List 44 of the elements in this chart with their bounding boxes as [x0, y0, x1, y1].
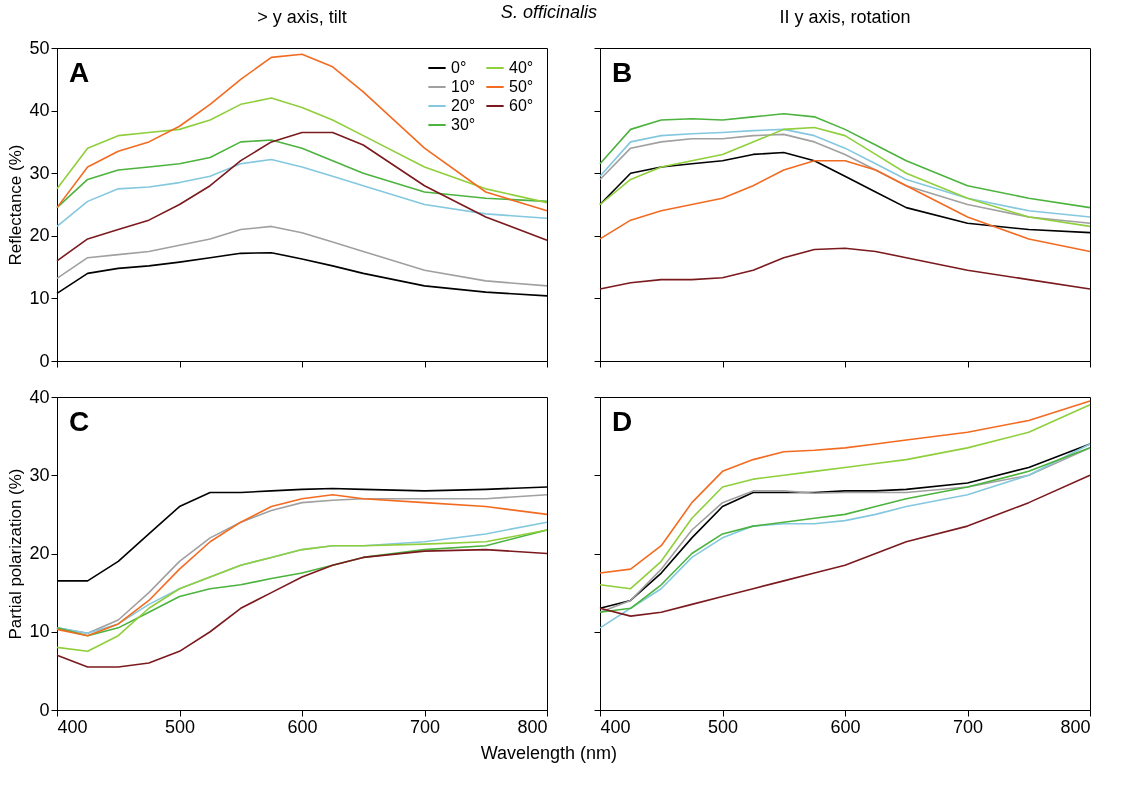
- y-tick-label: 10: [29, 621, 50, 642]
- legend-label: 50°: [509, 78, 534, 95]
- x-tick-label: 800: [1060, 716, 1091, 737]
- line-series: [56, 548, 548, 668]
- x-tick-label: 500: [164, 716, 196, 737]
- y-tick-label: 30: [29, 464, 50, 485]
- chart-title: II y axis, rotation: [779, 6, 911, 27]
- chart-subtitle: S. officinalis: [500, 2, 597, 22]
- legend-label: 10°: [451, 78, 476, 95]
- line-series: [56, 131, 548, 262]
- x-tick-label: 600: [287, 716, 318, 737]
- line-series: [56, 53, 548, 212]
- y-tick-label: 20: [29, 225, 50, 246]
- annotation: D: [612, 406, 633, 437]
- x-tick-label: 500: [707, 716, 739, 737]
- y-tick-label: 20: [29, 543, 50, 563]
- x-tick-label: 800: [517, 716, 548, 737]
- chart-title: > y axis, tilt: [257, 7, 347, 27]
- y-axis-title: Reflectance (%): [6, 144, 26, 266]
- legend-label: 0°: [451, 59, 467, 76]
- line-series: [56, 158, 548, 228]
- x-axis-title: Wavelength (nm): [480, 742, 618, 763]
- x-tick-label: 400: [600, 716, 631, 737]
- y-tick-label: 30: [29, 162, 50, 183]
- annotation: B: [612, 57, 633, 88]
- y-tick-label: 50: [29, 37, 50, 58]
- x-tick-label: 700: [952, 716, 984, 737]
- y-axis-title: Partial polarization (%): [6, 468, 26, 640]
- line-series: [56, 225, 548, 287]
- y-tick-label: 40: [29, 386, 50, 407]
- y-tick-label: 0: [39, 350, 50, 371]
- legend-label: 40°: [509, 59, 534, 76]
- annotation: A: [69, 57, 90, 88]
- x-tick-label: 400: [57, 716, 88, 737]
- legend-label: 30°: [451, 116, 476, 133]
- y-tick-label: 40: [29, 100, 50, 121]
- y-tick-label: 10: [29, 287, 50, 308]
- x-tick-label: 700: [409, 716, 441, 737]
- annotation: C: [69, 406, 90, 437]
- legend-label: 20°: [451, 97, 476, 114]
- legend-label: 60°: [509, 97, 534, 114]
- y-tick-label: 0: [39, 699, 50, 720]
- x-tick-label: 600: [830, 716, 861, 737]
- line-series: [56, 97, 548, 204]
